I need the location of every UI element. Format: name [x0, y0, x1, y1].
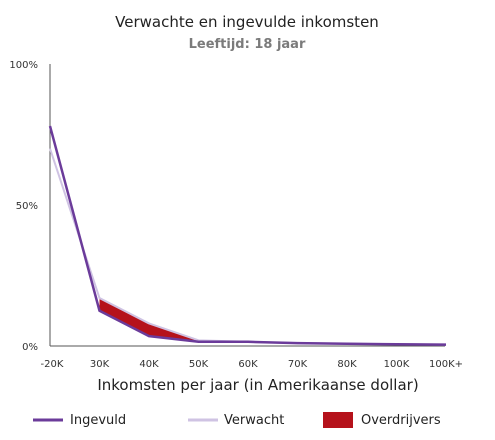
- x-tick-label-8: 100K+: [429, 359, 463, 370]
- x-tick-label-2: 40K: [139, 359, 159, 370]
- x-tick-label-6: 80K: [337, 359, 357, 370]
- chart-title: Verwachte en ingevulde inkomsten: [115, 13, 379, 31]
- chart-subtitle: Leeftijd: 18 jaar: [189, 37, 306, 52]
- y-tick-label-0: 0%: [22, 342, 38, 353]
- series-line-ingevuld: [48, 125, 447, 346]
- legend-overdrijvers-swatch: [323, 412, 353, 428]
- y-tick-label-100: 100%: [9, 60, 38, 71]
- legend-ingevuld-label: Ingevuld: [70, 413, 126, 428]
- x-axis-label: Inkomsten per jaar (in Amerikaanse dolla…: [97, 376, 418, 394]
- x-tick-label-1: 30K: [90, 359, 110, 370]
- x-tick-label-4: 60K: [238, 359, 258, 370]
- y-tick-label-50: 50%: [16, 201, 38, 212]
- x-tick-label-7: 100K: [384, 359, 410, 370]
- legend-verwacht-label: Verwacht: [224, 413, 284, 428]
- x-tick-label-5: 70K: [288, 359, 308, 370]
- legend-overdrijvers-label: Overdrijvers: [361, 413, 441, 428]
- x-tick-label-0: -20K: [41, 359, 64, 370]
- x-tick-label-3: 50K: [189, 359, 209, 370]
